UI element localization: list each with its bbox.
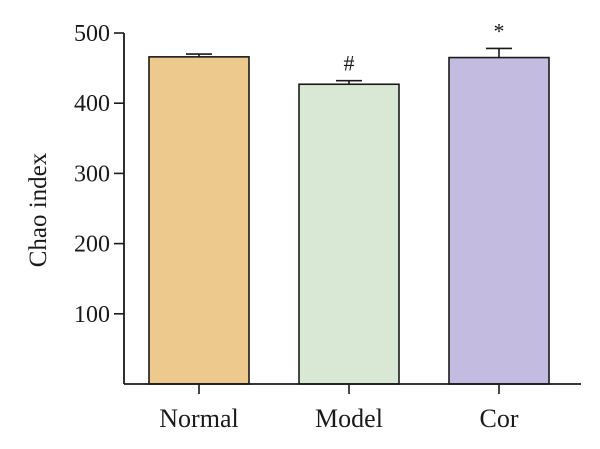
plot-area: Normal # Model * Cor 100 200 300 400 500 bbox=[74, 18, 581, 433]
x-tick-label-normal: Normal bbox=[159, 404, 238, 433]
y-axis-title: Chao index bbox=[25, 152, 52, 267]
bar-cor bbox=[448, 56, 550, 385]
significance-marker-cor: * bbox=[494, 18, 505, 43]
y-tick-label-500: 500 bbox=[74, 21, 110, 47]
bar-normal bbox=[148, 56, 250, 385]
y-tick-label-300: 300 bbox=[74, 161, 110, 187]
x-tick-label-model: Model bbox=[315, 404, 383, 433]
y-tick-label-100: 100 bbox=[74, 302, 110, 328]
y-tick-label-400: 400 bbox=[74, 91, 110, 117]
x-tick-label-cor: Cor bbox=[480, 404, 519, 433]
significance-marker-model: # bbox=[344, 51, 355, 76]
y-tick-label-200: 200 bbox=[74, 232, 110, 258]
bar-model bbox=[298, 83, 400, 385]
